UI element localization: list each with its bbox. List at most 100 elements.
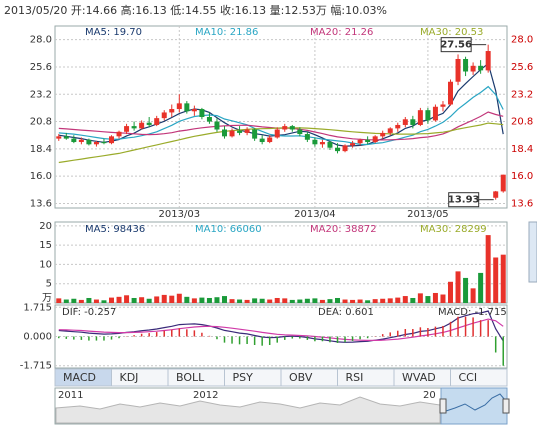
annotation-box (440, 37, 472, 53)
candle-body (139, 122, 145, 129)
candle-body (387, 128, 393, 133)
volume-bar (380, 298, 386, 303)
tab[interactable]: KDJ (111, 368, 169, 387)
candle-body (206, 117, 212, 122)
y-tick-label: 20.8 (30, 117, 52, 128)
candle-body (237, 130, 243, 133)
candle-body (161, 112, 167, 119)
annotation-box (448, 192, 480, 208)
tab[interactable]: CCI (450, 368, 508, 387)
volume-legend: MA20: 38872 (310, 224, 377, 235)
candle-body (327, 142, 333, 148)
volume-bar (237, 299, 243, 303)
volume-bar (335, 297, 340, 303)
volume-bar (161, 294, 167, 303)
candle-body (312, 139, 318, 145)
candle-body (101, 142, 107, 144)
navigator-handle[interactable] (439, 398, 447, 414)
tab[interactable]: RSI (337, 368, 395, 387)
candle-body (289, 126, 295, 130)
tab[interactable]: PSY (224, 368, 282, 387)
y-tick-label-right: 13.6 (511, 198, 533, 209)
candle-body (214, 121, 220, 130)
volume-bar (116, 296, 122, 303)
volume-bar (478, 272, 484, 303)
candle-body (365, 139, 371, 143)
candle-body (56, 136, 62, 139)
volume-bar (387, 298, 393, 303)
ma-legend: MA5: 19.70 (85, 27, 142, 38)
y-tick-label: -1.715 (20, 361, 52, 372)
volume-bar (500, 254, 506, 303)
price-panel (54, 25, 508, 209)
tab[interactable]: OBV (280, 368, 338, 387)
volume-legend: MA30: 28299 (420, 224, 487, 235)
candle-body (131, 126, 137, 129)
volume-bar (289, 299, 295, 303)
x-tick-label: 2013/05 (407, 209, 449, 220)
ma-legend: MA30: 20.53 (420, 27, 483, 38)
volume-bar (417, 293, 423, 303)
y-tick-label: 25.6 (30, 62, 52, 73)
volume-bar (229, 299, 235, 303)
candle-body (282, 126, 288, 130)
volume-bar (78, 299, 84, 303)
volume-bar (86, 297, 92, 303)
candle-body (410, 119, 416, 125)
candle-body (357, 139, 363, 144)
volume-bar (274, 297, 280, 303)
navigator-selection-line (442, 393, 506, 413)
side-strip (528, 221, 537, 283)
volume-bar (282, 298, 288, 303)
volume-bar (176, 293, 182, 303)
candle-body (78, 139, 84, 143)
candle-body (191, 109, 197, 112)
volume-bar (485, 235, 491, 303)
volume-bar (101, 300, 107, 303)
volume-bar (131, 297, 137, 303)
y-tick-label: 10 (39, 259, 52, 270)
candle-body (109, 136, 114, 144)
tab[interactable]: WVAD (393, 368, 451, 387)
x-tick-label: 2013/03 (159, 209, 201, 220)
tab-label: RSI (346, 371, 364, 384)
candle-body (146, 122, 152, 125)
ma-legend: MA10: 21.86 (195, 27, 258, 38)
volume-bar (319, 299, 325, 303)
volume-bar (440, 294, 446, 303)
candle-body (470, 65, 476, 72)
candle-body (63, 136, 69, 139)
tab[interactable]: BOLL (167, 368, 225, 387)
volume-bar (71, 298, 77, 303)
y-tick-label: 1.715 (23, 302, 52, 313)
volume-bar (109, 297, 114, 303)
candle-body (71, 138, 77, 143)
candle-body (440, 104, 446, 107)
macd-legend: DIF: -0.257 (62, 307, 116, 318)
volume-bar (199, 297, 205, 303)
candle-body (252, 129, 258, 139)
navigator-label: 20 (423, 390, 436, 401)
volume-bar (124, 295, 130, 303)
volume-bar (350, 299, 356, 303)
navigator-label: 2012 (193, 390, 218, 401)
candle-body (463, 58, 469, 72)
candle-body (304, 134, 310, 140)
candle-body (342, 145, 348, 152)
y-tick-label: 28.0 (30, 35, 52, 46)
volume-bar (191, 298, 197, 303)
candle-body (335, 147, 340, 152)
candle-body (350, 143, 356, 146)
y-tick-label: 5 (46, 279, 52, 290)
volume-bar (93, 299, 99, 303)
navigator-selection[interactable] (440, 387, 508, 425)
candle-body (222, 129, 227, 137)
tab[interactable]: MACD (54, 368, 112, 387)
navigator-handle[interactable] (502, 398, 510, 414)
volume-bar (139, 297, 145, 303)
macd-legend: DEA: 0.601 (318, 307, 374, 318)
candle-body (86, 139, 92, 145)
volume-bar (357, 299, 363, 303)
annotation-label: 27.56 (440, 40, 472, 51)
